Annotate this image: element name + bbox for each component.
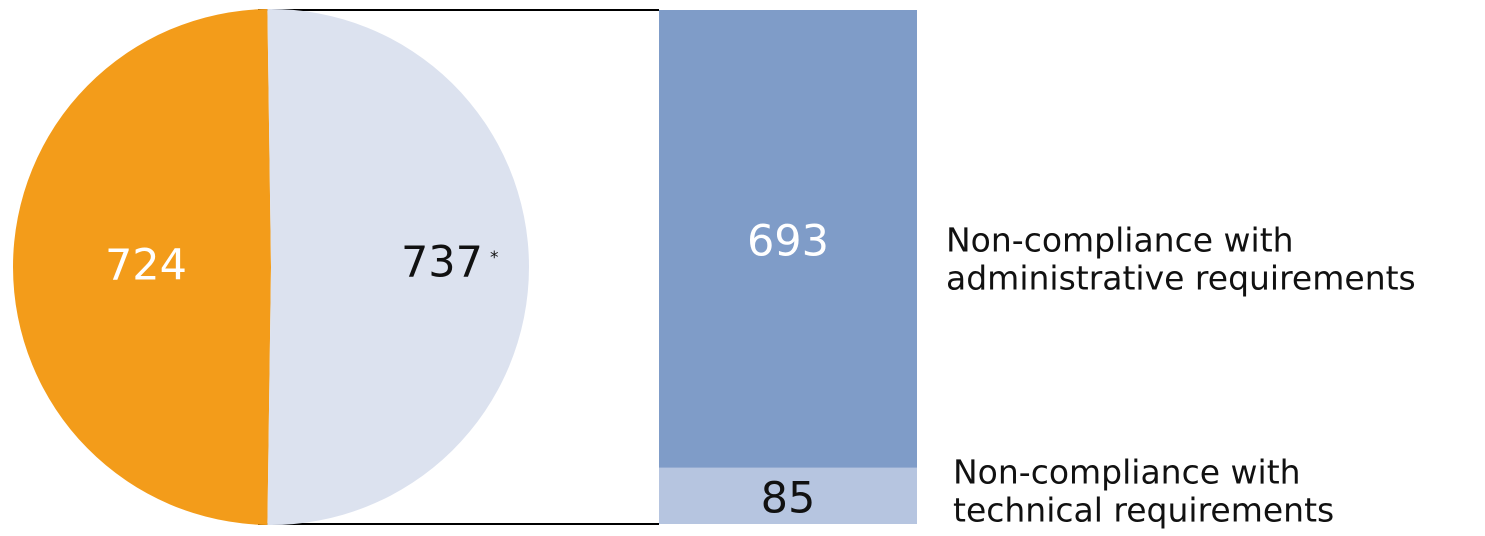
bar-segment-name: technical requirements [953, 491, 1334, 530]
pie-slice-label: 724 [105, 241, 187, 291]
pie-slice [267, 9, 530, 525]
bar-segment [659, 467, 917, 524]
bar-segment-name: administrative requirements [946, 259, 1416, 298]
connector-lines [258, 9, 659, 525]
bar-segment-label: 693 [747, 217, 829, 267]
breakdown-bar: 693 85 [659, 10, 917, 524]
bar-segment-label: 85 [761, 474, 816, 524]
footnote-marker: * [490, 248, 499, 268]
bar-segment-name: Non-compliance with [953, 453, 1301, 492]
bar-segment [659, 10, 917, 468]
pie-slice-label: 737 [401, 238, 483, 288]
bar-segment-name: Non-compliance with [946, 221, 1294, 260]
pie-chart: 724 737 * [13, 9, 530, 525]
pie-slice [13, 9, 272, 525]
